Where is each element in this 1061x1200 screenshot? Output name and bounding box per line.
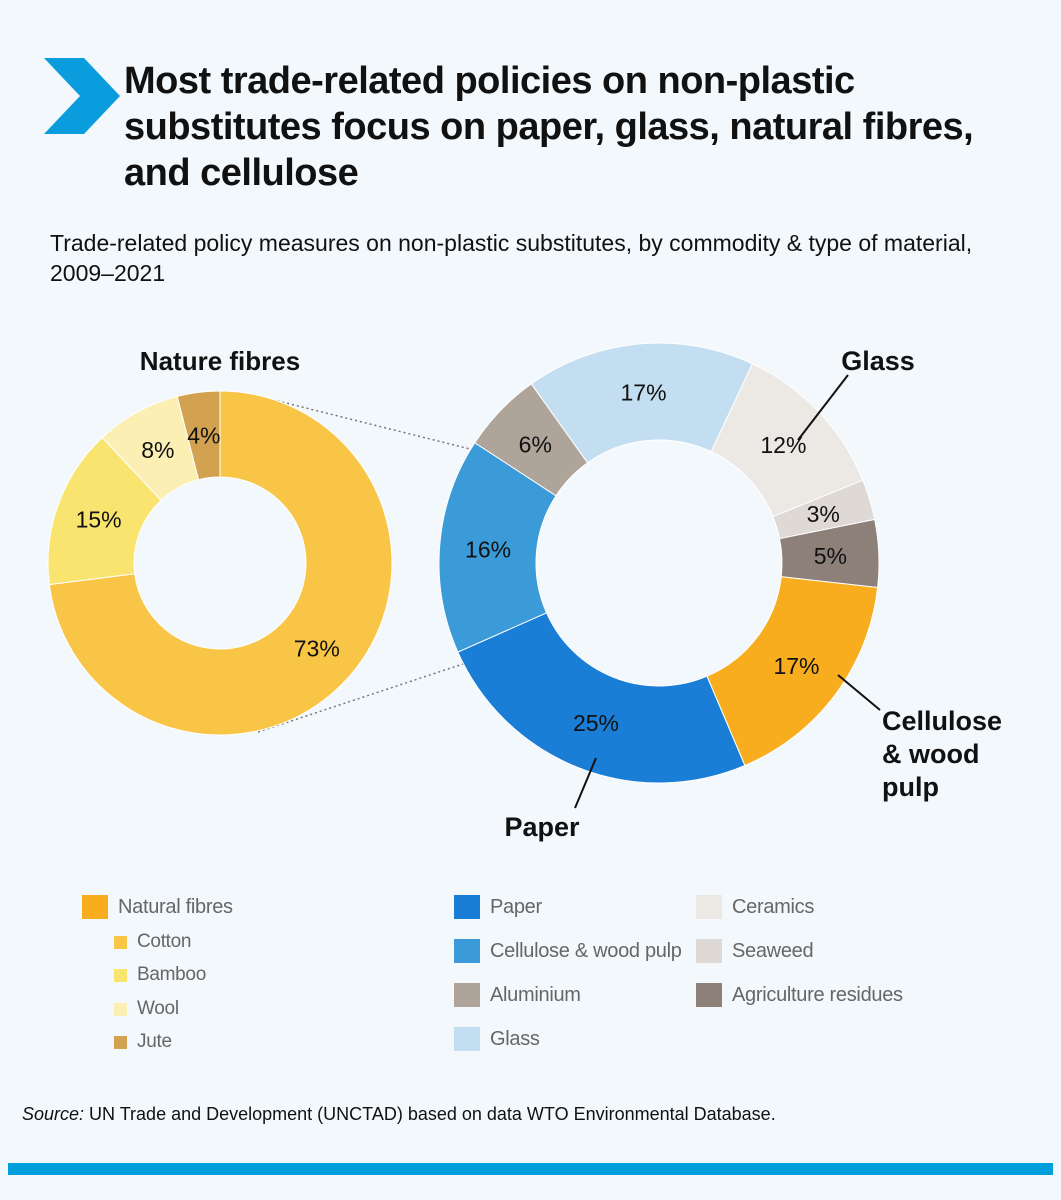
legend-swatch <box>114 1035 127 1049</box>
chart-subtitle: Trade-related policy measures on non-pla… <box>50 230 973 286</box>
cellulose-callout-2: & wood <box>882 739 979 769</box>
legend-swatch <box>696 895 722 919</box>
legend-item-wool: Wool <box>114 998 179 1020</box>
donut-slice-paper <box>457 612 746 784</box>
glass-callout: Glass <box>841 346 915 376</box>
legend-swatch <box>454 895 480 919</box>
legend-swatch <box>696 983 722 1007</box>
paper-callout-line <box>574 757 597 809</box>
legend-label: Seaweed <box>732 939 814 962</box>
slice-label: 17% <box>773 653 819 679</box>
legend-label: Jute <box>137 1031 172 1052</box>
connector-top <box>257 395 471 450</box>
glass-callout-line <box>797 374 849 441</box>
legend-swatch <box>114 935 127 949</box>
legend-swatch <box>454 939 480 963</box>
slice-label: 12% <box>760 432 806 458</box>
legend-label: Wool <box>137 998 179 1019</box>
legend-item-seaweed: Seaweed <box>696 939 814 963</box>
paper-callout: Paper <box>504 812 580 842</box>
slice-label: 4% <box>187 422 220 448</box>
legend-label: Bamboo <box>137 964 206 985</box>
legend-swatch <box>454 983 480 1007</box>
legend-swatch <box>696 939 722 963</box>
source-note: Source: UN Trade and Development (UNCTAD… <box>22 1104 776 1125</box>
legend-swatch <box>114 968 127 982</box>
nature-fibres-title: Nature fibres <box>140 346 300 376</box>
legend-label: Glass <box>490 1027 540 1050</box>
slice-label: 73% <box>294 636 340 662</box>
legend-label: Cotton <box>137 931 192 952</box>
slice-label: 17% <box>620 379 666 405</box>
slice-label: 15% <box>76 507 122 533</box>
legend-swatch <box>454 1027 480 1051</box>
legend-item-glass: Glass <box>454 1027 540 1051</box>
cellulose-callout-1: Cellulose <box>882 706 1002 736</box>
legend-item-bamboo: Bamboo <box>114 964 206 986</box>
legend-label: Ceramics <box>732 895 815 918</box>
legend-item-jute: Jute <box>114 1031 172 1053</box>
slice-label: 16% <box>465 536 511 562</box>
legend-label: Aluminium <box>490 983 581 1006</box>
donut-slice-natural-fibres <box>706 576 879 767</box>
donut-slice-jute <box>176 390 221 481</box>
legend-label: Cellulose & wood pulp <box>490 939 682 962</box>
nature-fibres-donut: 73% 15% 8% 4% <box>47 390 393 736</box>
legend-swatch <box>114 1002 127 1016</box>
legend-label: Agriculture residues <box>732 983 903 1006</box>
slice-label: 5% <box>814 543 847 569</box>
source-text: UN Trade and Development (UNCTAD) based … <box>84 1104 776 1124</box>
chevron-icon <box>44 58 120 134</box>
source-label: Source: <box>22 1104 85 1124</box>
footer-bar <box>8 1163 1053 1175</box>
connector-bottom <box>257 662 467 733</box>
materials-donut: 25% 16% 6% 17% 12% 3% 5% 17% <box>438 342 880 784</box>
legend-item-paper: Paper <box>454 895 542 919</box>
cellulose-callout-line <box>837 674 881 711</box>
legend-label: Paper <box>490 895 542 918</box>
legend-swatch <box>82 895 108 919</box>
slice-label: 3% <box>807 501 840 527</box>
legend-item-ceramics: Ceramics <box>696 895 814 919</box>
legend-item-cellulose: Cellulose & wood pulp <box>454 939 682 963</box>
legend-item-cotton: Cotton <box>114 931 191 953</box>
cellulose-callout-3: pulp <box>882 772 939 802</box>
legend-item-agriculture-residues: Agriculture residues <box>696 983 903 1007</box>
legend-item-natural-fibres: Natural fibres <box>82 895 233 919</box>
slice-label: 8% <box>141 437 174 463</box>
legend-item-aluminium: Aluminium <box>454 983 581 1007</box>
donut-slice-cotton <box>48 390 393 736</box>
slice-label: 6% <box>519 432 552 458</box>
legend-label: Natural fibres <box>118 895 233 918</box>
page-title: Most trade-related policies on non-plast… <box>124 60 974 194</box>
slice-label: 25% <box>573 710 619 736</box>
